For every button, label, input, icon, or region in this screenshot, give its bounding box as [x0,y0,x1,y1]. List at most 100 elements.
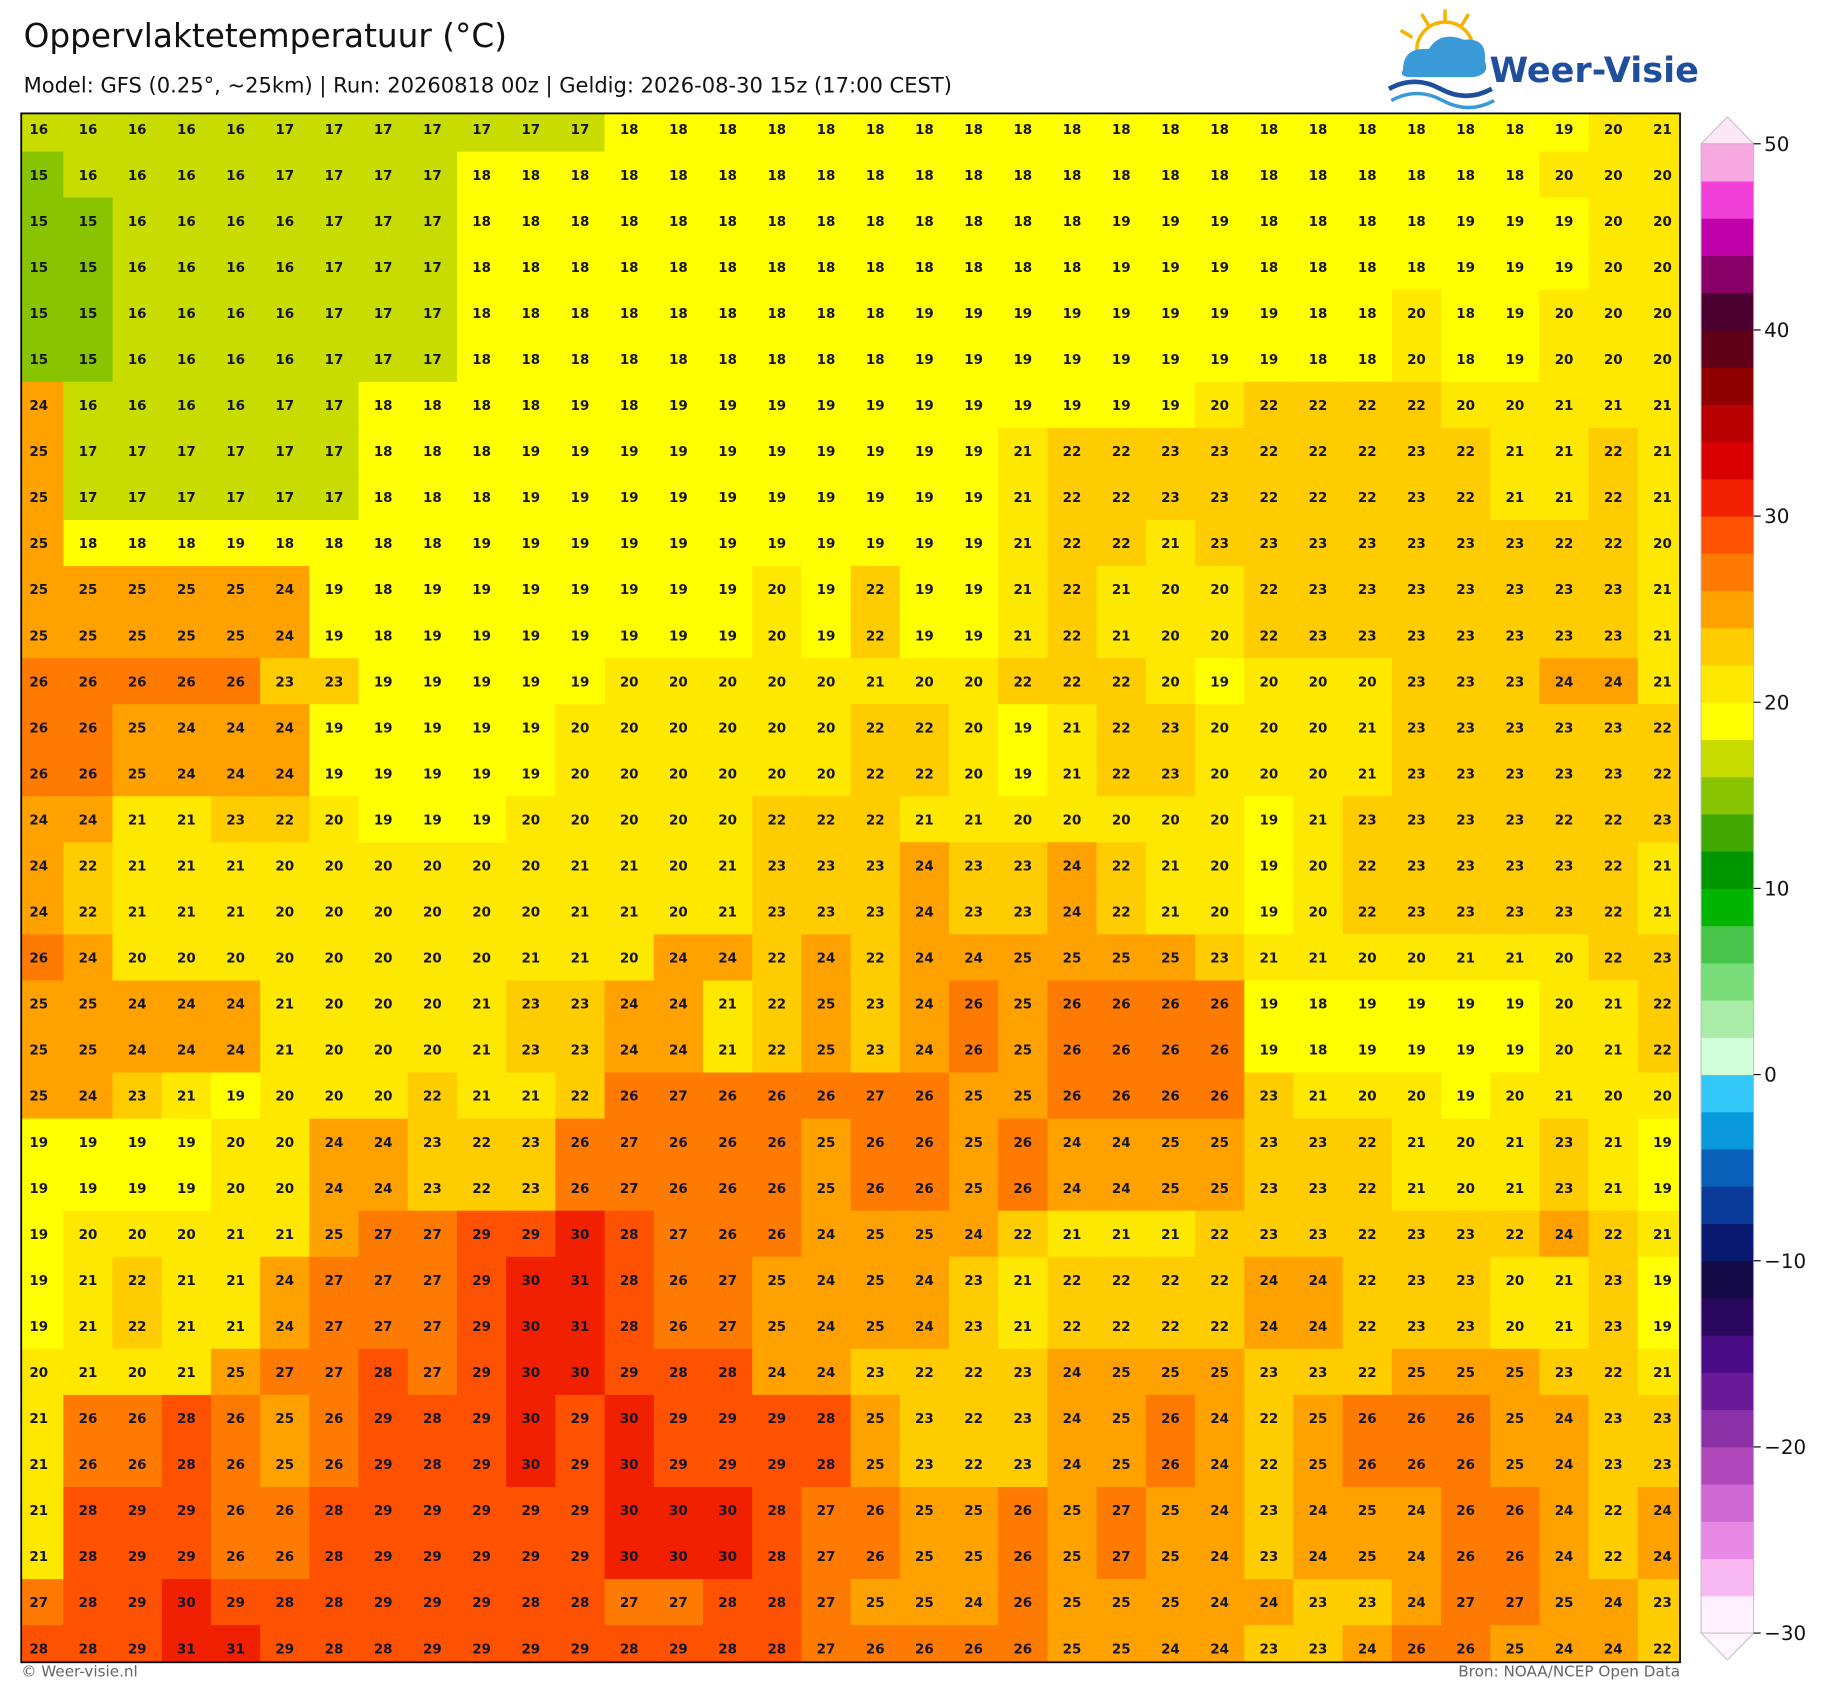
temperature-cell [1096,1394,1147,1442]
temperature-value: 20 [1407,307,1426,322]
temperature-value: 22 [1259,399,1278,414]
temperature-value: 24 [915,1274,934,1289]
temperature-cell [703,888,753,936]
temperature-value: 23 [767,859,786,874]
temperature-value: 21 [1555,1274,1574,1289]
temperature-cell [949,1394,999,1442]
temperature-value: 24 [1555,1642,1574,1657]
temperature-cell [899,519,950,567]
logo: Weer-Visie [1387,9,1699,110]
temperature-cell [506,1579,557,1626]
temperature-value: 26 [128,1458,147,1473]
temperature-value: 29 [521,1504,540,1519]
temperature-value: 18 [1456,353,1475,368]
temperature-cell [653,335,704,383]
temperature-cell [998,980,1049,1028]
temperature-value: 20 [521,813,540,828]
temperature-value: 21 [1309,813,1328,828]
temperature-cell [1096,289,1147,337]
temperature-cell [604,1348,655,1396]
temperature-cell [112,427,163,475]
temperature-value: 25 [128,767,147,782]
temperature-value: 19 [620,445,639,460]
temperature-value: 25 [1309,1458,1328,1473]
temperature-cell [1490,1072,1541,1120]
temperature-value: 25 [866,1412,885,1427]
temperature-cell [210,243,261,291]
temperature-value: 24 [29,813,48,828]
temperature-cell [1047,658,1098,705]
temperature-cell [1588,1625,1639,1663]
temperature-cell [899,1348,950,1396]
temperature-value: 20 [1604,1090,1623,1105]
temperature-value: 25 [1161,1596,1180,1611]
temperature-value: 18 [472,491,491,506]
temperature-value: 18 [718,169,737,184]
temperature-value: 19 [1456,261,1475,276]
temperature-value: 19 [1259,859,1278,874]
temperature-cell [801,658,852,705]
temperature-cell [1047,151,1098,199]
temperature-cell [604,1256,655,1304]
temperature-cell [21,1164,65,1212]
temperature-value: 25 [866,1228,885,1243]
temperature-value: 26 [1013,1642,1032,1657]
temperature-cell [161,1486,212,1534]
temperature-cell [1441,1210,1491,1258]
temperature-cell [358,1440,409,1488]
temperature-cell [555,796,606,844]
temperature-cell [703,1072,753,1120]
temperature-value: 29 [571,1550,590,1565]
temperature-cell [63,842,114,890]
temperature-value: 24 [1358,1642,1377,1657]
temperature-cell [1195,1486,1245,1534]
temperature-cell [604,750,655,797]
temperature-value: 23 [1555,906,1574,921]
temperature-cell [1588,566,1639,613]
temperature-cell [358,1394,409,1442]
temperature-cell [1391,113,1442,153]
temperature-cell [506,473,557,521]
temperature-value: 21 [1653,445,1672,460]
temperature-cell [1195,473,1245,521]
temperature-value: 18 [1456,307,1475,322]
temperature-value: 20 [1653,215,1672,230]
temperature-value: 21 [571,952,590,967]
temperature-cell [1145,796,1196,844]
temperature-cell [63,704,114,751]
temperature-cell [210,934,261,982]
temperature-cell [1047,1302,1098,1350]
temperature-cell [998,612,1049,659]
temperature-value: 19 [915,583,934,598]
temperature-value: 21 [226,1274,245,1289]
temperature-cell [1441,796,1491,844]
temperature-value: 18 [1063,261,1082,276]
temperature-cell [1391,1348,1442,1396]
temperature-value: 22 [1309,445,1328,460]
temperature-value: 22 [1063,445,1082,460]
temperature-cell [161,335,212,383]
temperature-cell [653,566,704,613]
temperature-cell [1145,1533,1196,1580]
temperature-cell [407,1348,458,1396]
temperature-value: 20 [423,1044,442,1059]
temperature-value: 27 [718,1320,737,1335]
temperature-value: 19 [718,445,737,460]
temperature-value: 19 [866,445,885,460]
temperature-value: 20 [1456,399,1475,414]
temperature-cell [899,381,950,429]
temperature-cell [407,113,458,153]
temperature-cell [1588,151,1639,199]
temperature-cell [653,658,704,705]
temperature-value: 23 [1456,1228,1475,1243]
temperature-value: 27 [620,1182,639,1197]
temperature-value: 18 [1013,123,1032,138]
colorbar-band [1701,143,1754,182]
temperature-value: 18 [521,399,540,414]
temperature-cell [1391,1256,1442,1304]
map-frame [20,112,1681,1664]
temperature-cell [260,243,311,291]
temperature-value: 30 [521,1274,540,1289]
temperature-cell [1539,381,1590,429]
temperature-value: 19 [1259,1044,1278,1059]
